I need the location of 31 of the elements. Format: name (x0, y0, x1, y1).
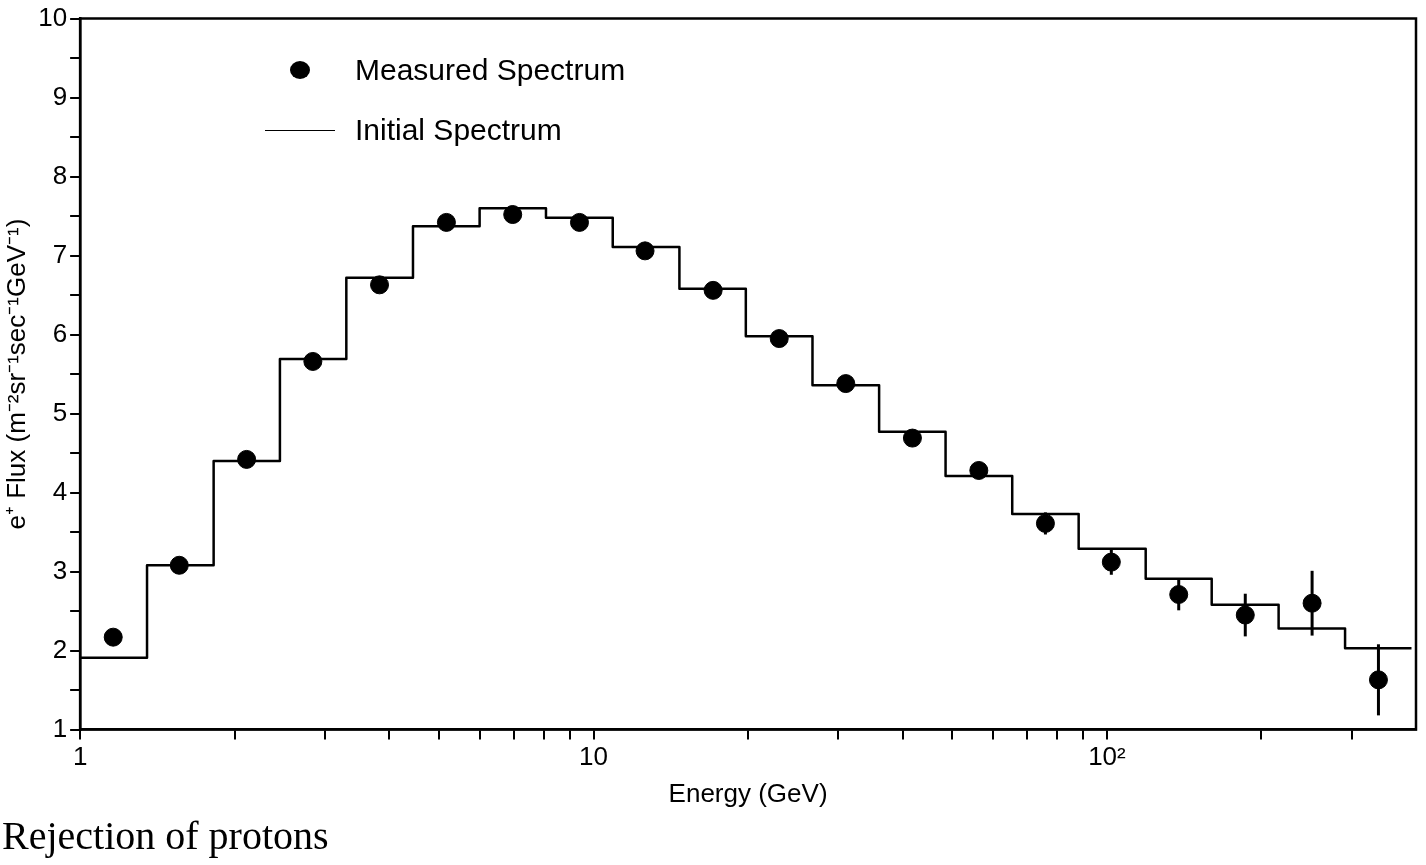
y-tick-label: 10 (38, 1, 68, 32)
legend-label: Initial Spectrum (355, 113, 562, 147)
y-tick-label: 4 (52, 475, 68, 506)
point (436, 212, 456, 232)
x-tick-label: 10² (1088, 741, 1127, 772)
text: Rejection of protons (2, 812, 329, 859)
legend-label: Measured Spectrum (355, 53, 626, 87)
point (836, 374, 856, 394)
point (370, 275, 390, 295)
point (569, 212, 589, 232)
point (169, 555, 189, 575)
point (503, 205, 523, 225)
y-tick-label: 7 (52, 238, 68, 269)
y-tick-label: 3 (52, 554, 68, 585)
point (103, 627, 123, 647)
y-tick-label: 2 (52, 633, 68, 664)
x-tick-label: 10 (579, 741, 608, 772)
y-tick-label: 5 (52, 396, 68, 427)
y-tick-label: 1 (52, 712, 68, 743)
y-tick-label: 9 (52, 80, 68, 111)
point (635, 241, 655, 261)
point (303, 351, 323, 371)
point (902, 428, 922, 448)
y-tick-label: 6 (52, 317, 68, 348)
y-tick-label: 8 (52, 159, 68, 190)
y-axis-title: e⁺ Flux (m⁻²sr⁻¹sec⁻¹GeV⁻¹) (0, 218, 31, 530)
point (769, 329, 789, 349)
x-tick-label: 1 (72, 741, 88, 772)
point (237, 449, 257, 469)
x-axis-title: Energy (GeV) (668, 777, 828, 808)
point (703, 280, 723, 300)
